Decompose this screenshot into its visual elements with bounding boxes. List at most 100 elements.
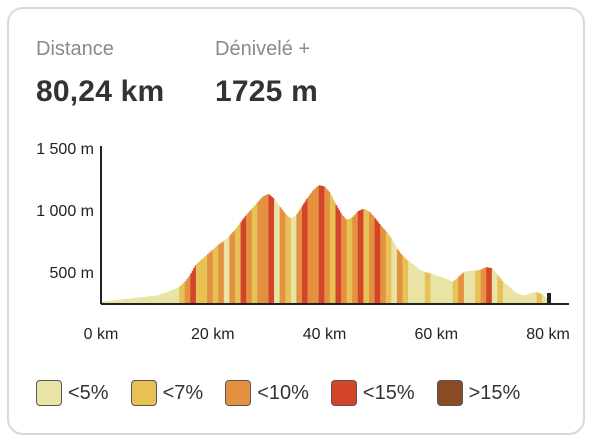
- y-tick-label: 1 000 m: [36, 203, 94, 220]
- profile-bar: [162, 293, 165, 303]
- profile-bar: [533, 292, 536, 303]
- profile-bar: [433, 274, 435, 303]
- profile-bar: [434, 275, 437, 303]
- profile-bar: [375, 220, 378, 303]
- profile-bar: [275, 201, 278, 303]
- profile-bar: [244, 215, 247, 303]
- profile-bar: [381, 227, 384, 303]
- profile-bar: [267, 194, 269, 303]
- profile-bar: [490, 268, 493, 303]
- profile-bar: [476, 270, 479, 303]
- profile-bar: [142, 297, 145, 303]
- profile-bar: [456, 277, 459, 303]
- profile-bar: [528, 294, 530, 303]
- profile-bar: [116, 299, 119, 303]
- profile-bar: [181, 283, 184, 303]
- profile-bar: [151, 296, 153, 303]
- profile-bar: [532, 292, 535, 303]
- profile-bar: [449, 280, 452, 303]
- profile-bar: [486, 267, 488, 303]
- profile-bar: [348, 218, 350, 303]
- profile-bar: [458, 276, 461, 303]
- profile-bar: [123, 299, 126, 303]
- profile-bar: [288, 216, 290, 303]
- profile-bar: [301, 205, 304, 303]
- profile-bar: [127, 298, 130, 303]
- profile-bar: [523, 295, 526, 303]
- profile-bar: [482, 268, 484, 303]
- profile-bar: [373, 216, 375, 303]
- profile-bar: [138, 297, 141, 303]
- profile-bar: [500, 279, 502, 303]
- profile-bar: [141, 297, 144, 303]
- profile-bar: [187, 277, 190, 303]
- profile-bar: [311, 191, 314, 303]
- profile-bar: [147, 296, 149, 303]
- profile-bar: [367, 210, 370, 303]
- legend-swatch: [436, 380, 463, 406]
- profile-bar: [152, 295, 155, 303]
- profile-bar: [183, 282, 186, 303]
- distance-value: 80,24 km: [36, 75, 165, 108]
- profile-bar: [440, 276, 442, 303]
- profile-bar: [230, 233, 233, 303]
- profile-bar: [394, 244, 396, 303]
- profile-bar: [126, 298, 128, 303]
- profile-bar: [144, 296, 146, 303]
- profile-bar: [174, 288, 177, 303]
- profile-bar: [177, 287, 180, 303]
- profile-bar: [429, 273, 431, 303]
- profile-bar: [248, 211, 251, 303]
- profile-bar: [356, 212, 359, 303]
- profile-bar: [161, 293, 163, 303]
- profile-bar: [509, 287, 512, 303]
- profile-bar: [403, 257, 406, 303]
- profile-bar: [255, 203, 258, 303]
- profile-bar: [137, 297, 139, 303]
- profile-bar: [293, 216, 296, 303]
- profile-bar: [525, 295, 528, 303]
- legend-label: <10%: [257, 381, 309, 404]
- legend-swatch: [225, 380, 252, 406]
- profile-bar: [470, 270, 473, 303]
- profile-bar: [416, 267, 419, 303]
- profile-bar: [504, 283, 507, 303]
- profile-bar: [496, 273, 498, 303]
- legend-item: <15%: [330, 380, 415, 406]
- profile-bar: [359, 210, 361, 303]
- profile-bar: [539, 293, 541, 303]
- profile-bar: [406, 260, 409, 303]
- profile-bar: [479, 269, 481, 303]
- profile-bar: [184, 280, 187, 303]
- profile-bar: [408, 261, 410, 303]
- profile-bar: [430, 273, 433, 303]
- legend-item: <7%: [130, 380, 203, 406]
- profile-bar: [368, 212, 371, 303]
- profile-bar: [113, 300, 116, 303]
- profile-bar: [447, 279, 449, 303]
- x-tick-label: 80 km: [526, 326, 570, 343]
- profile-bar: [195, 263, 198, 303]
- profile-bar: [371, 215, 374, 303]
- profile-bar: [191, 270, 194, 303]
- profile-bar: [304, 200, 307, 303]
- profile-bar: [352, 216, 354, 303]
- profile-bar: [194, 265, 197, 303]
- profile-bar: [102, 301, 105, 303]
- profile-bar: [133, 298, 135, 303]
- profile-bar: [325, 188, 328, 303]
- profile-bar: [350, 217, 353, 303]
- profile-bar: [201, 258, 204, 303]
- profile-bar: [472, 270, 474, 303]
- profile-bar: [106, 301, 109, 303]
- profile-bar: [299, 209, 301, 303]
- profile-bar: [207, 254, 209, 303]
- legend-swatch: [130, 380, 157, 406]
- profile-bar: [454, 280, 456, 303]
- profile-bar: [167, 291, 170, 303]
- profile-bar: [364, 209, 367, 303]
- profile-bar: [405, 258, 407, 303]
- distance-label: Distance: [36, 38, 114, 60]
- profile-bar: [480, 269, 483, 303]
